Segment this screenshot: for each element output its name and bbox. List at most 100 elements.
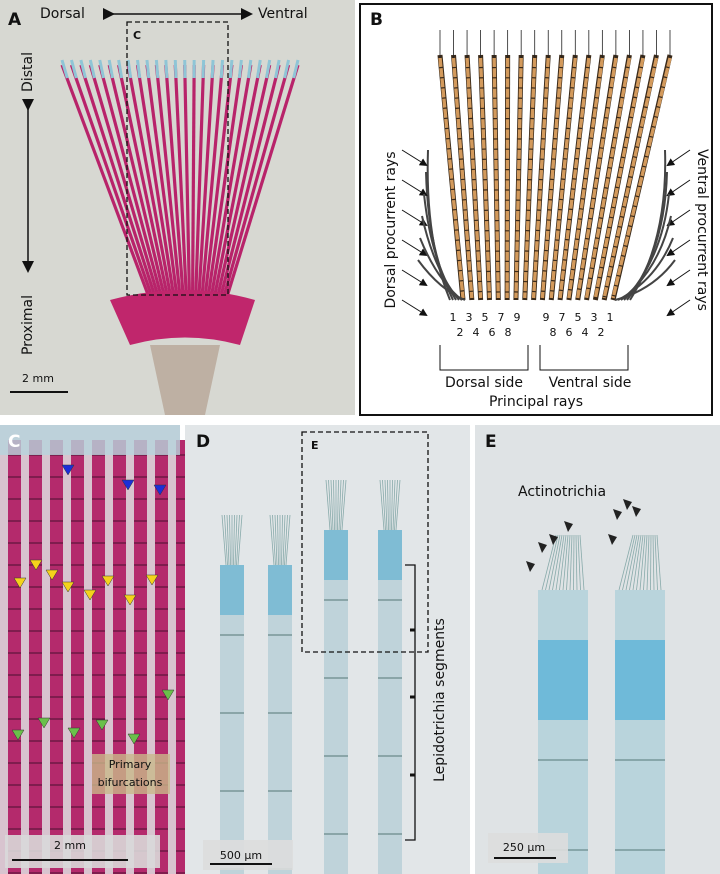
actinotrichium — [338, 479, 342, 531]
ray-number: 3 — [466, 311, 473, 324]
arrowhead — [83, 589, 97, 601]
fin-ray — [135, 64, 176, 301]
actinotrichium — [575, 534, 578, 591]
actinotrichium — [394, 479, 398, 531]
ray-number: 3 — [591, 311, 598, 324]
fin-ray — [221, 64, 291, 301]
fin-ray — [71, 440, 84, 874]
actinotrichium — [392, 479, 396, 531]
ray-tip — [60, 59, 69, 79]
pointer-arrow — [401, 269, 428, 287]
scale-label: 500 µm — [220, 849, 262, 862]
principal-ray — [602, 57, 659, 299]
actinotrichium — [277, 514, 279, 566]
fin-ray — [155, 440, 168, 874]
fin-base — [110, 290, 255, 345]
blue-stain — [615, 640, 665, 720]
arrowhead — [123, 594, 137, 606]
ray-number: 7 — [559, 311, 566, 324]
actinotrichium — [340, 479, 344, 531]
actinotrichium — [236, 514, 240, 566]
arrowhead — [29, 559, 43, 571]
vertebrae — [150, 345, 220, 415]
actinotrichium — [552, 534, 563, 591]
arrowhead — [61, 581, 75, 593]
arrowhead — [101, 575, 115, 587]
principal-ray — [438, 57, 465, 299]
actinotrichium — [395, 479, 401, 531]
bracket — [405, 564, 416, 841]
fin-ray — [206, 64, 243, 301]
fin-ray — [183, 64, 192, 301]
fin-ray — [113, 440, 126, 874]
ray-tip — [246, 59, 253, 79]
ray-number: 8 — [550, 326, 557, 339]
ray-tip — [255, 59, 262, 79]
lepidotrichium — [615, 590, 665, 874]
inset-box — [126, 21, 229, 296]
pointer-arrow — [401, 209, 428, 227]
procurrent-ray — [614, 259, 676, 301]
actinotrichium — [643, 534, 648, 591]
principal-ray — [549, 57, 577, 299]
actinotrichium — [562, 534, 569, 591]
lepidotrichium — [538, 590, 588, 874]
proximal-label: Proximal — [20, 295, 36, 355]
ray-tip — [88, 59, 96, 79]
dorsal-side-label: Dorsal side — [445, 375, 523, 391]
principal-ray — [567, 57, 605, 299]
actinotrichium — [650, 534, 652, 591]
actinotrichium — [330, 479, 334, 531]
pointer-arrow — [401, 179, 428, 197]
actinotrichium — [559, 534, 567, 591]
distal-label: Distal — [20, 52, 36, 92]
dorsal-procurrent-label: Dorsal procurrent rays — [383, 151, 399, 308]
principal-ray — [505, 57, 510, 299]
arrowhead — [623, 499, 632, 510]
ray-number: 4 — [582, 326, 589, 339]
blue-stain — [220, 565, 244, 615]
ventral-side-label: Ventral side — [549, 375, 632, 391]
ventral-label: Ventral — [258, 6, 308, 22]
principal-ray — [576, 57, 618, 299]
pointer-arrow — [401, 149, 428, 167]
lepidotrichium — [220, 565, 244, 874]
fin-ray — [29, 440, 42, 874]
pointer-arrow — [401, 239, 428, 257]
actinotrichium — [333, 479, 335, 531]
arrowhead — [145, 574, 159, 586]
fin-ray — [173, 64, 189, 301]
lepidotrichium — [268, 565, 292, 874]
actinotrichium — [579, 534, 585, 591]
panel-c — [0, 425, 189, 874]
ray-number: 6 — [489, 326, 496, 339]
ray-tip — [145, 59, 151, 79]
actinotrichium — [379, 479, 385, 531]
ray-number: 2 — [457, 326, 464, 339]
actinotrichium — [387, 479, 389, 531]
actinotrichium — [328, 479, 332, 531]
actinotrichium — [646, 534, 650, 591]
actinotrichium — [656, 534, 662, 591]
arrowhead — [632, 506, 641, 517]
actinotrichium — [226, 514, 230, 566]
pointer-arrow — [666, 179, 691, 197]
panel-label: A — [8, 10, 22, 30]
panel-c-bg — [0, 425, 180, 874]
fin-ray — [154, 64, 182, 301]
actinotrichium — [281, 514, 283, 566]
fin-ray — [203, 64, 234, 301]
actinotrichium — [221, 514, 227, 566]
annotation: Primary — [109, 758, 152, 771]
fin-ray — [209, 64, 253, 301]
annotation: Actinotrichia — [518, 484, 606, 500]
principal-ray — [492, 57, 500, 299]
actinotrichium — [573, 534, 575, 591]
actinotrichium — [233, 514, 235, 566]
fin-ray — [60, 64, 152, 301]
arrowhead — [613, 509, 622, 520]
panel-e-bg — [475, 425, 720, 874]
fin-ray — [92, 440, 105, 874]
actinotrichium — [618, 534, 634, 591]
